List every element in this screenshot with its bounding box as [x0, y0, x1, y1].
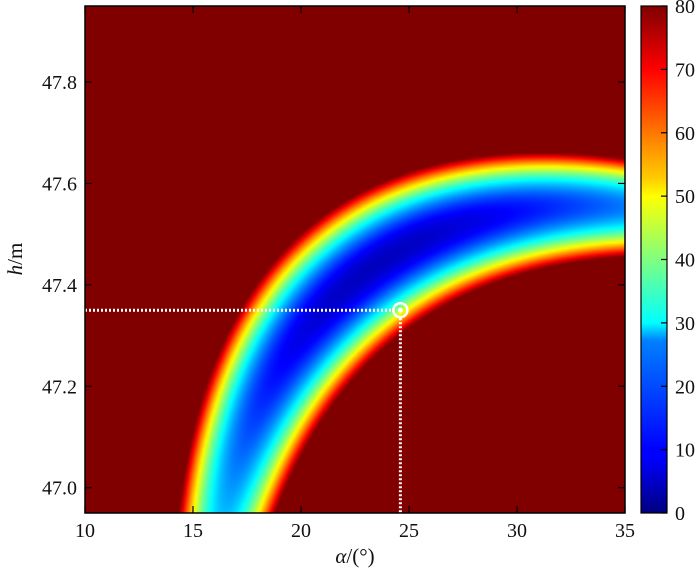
- x-tick-label: 25: [399, 520, 419, 542]
- colorbar-tick-label: 80: [675, 0, 695, 18]
- heatmap-surface: [85, 6, 625, 513]
- x-axis-title: α/(°): [335, 544, 374, 568]
- y-axis-title: h/m: [3, 243, 27, 276]
- y-tick-label: 47.4: [42, 275, 77, 297]
- colorbar-tick-label: 70: [675, 59, 695, 81]
- y-tick-label: 47.8: [42, 72, 77, 94]
- x-tick-label: 20: [291, 520, 311, 542]
- y-tick-label: 47.0: [42, 478, 77, 500]
- colorbar-tick-label: 0: [675, 503, 685, 525]
- optimum-marker-dot: [397, 307, 403, 313]
- colorbar-tick-label: 20: [675, 376, 695, 398]
- optimum-marker: [392, 301, 409, 319]
- x-tick-label: 30: [507, 520, 527, 542]
- plot-frame: [84, 5, 626, 514]
- colorbar-ticks: 0 10 20 30 40 50 60 70 80: [661, 0, 695, 525]
- colorbar-tick-label: 30: [675, 313, 695, 335]
- colorbar: 0 10 20 30 40 50 60 70 80: [640, 0, 695, 525]
- colorbar-tick-label: 40: [675, 250, 695, 272]
- heatmap-image: [85, 6, 625, 513]
- colorbar-tick-label: 10: [675, 440, 695, 462]
- x-tick-label: 35: [615, 520, 635, 542]
- marked-point-guides: [85, 301, 409, 513]
- y-axis: 47.0 47.2 47.4 47.6 47.8: [42, 72, 625, 500]
- y-tick-label: 47.2: [42, 376, 77, 398]
- y-tick-label: 47.6: [42, 173, 77, 195]
- x-tick-label: 15: [183, 520, 203, 542]
- x-tick-label: 10: [75, 520, 95, 542]
- x-axis: 10 15 20 25 30 35: [75, 6, 635, 542]
- colorbar-tick-label: 60: [675, 123, 695, 145]
- colorbar-tick-label: 50: [675, 186, 695, 208]
